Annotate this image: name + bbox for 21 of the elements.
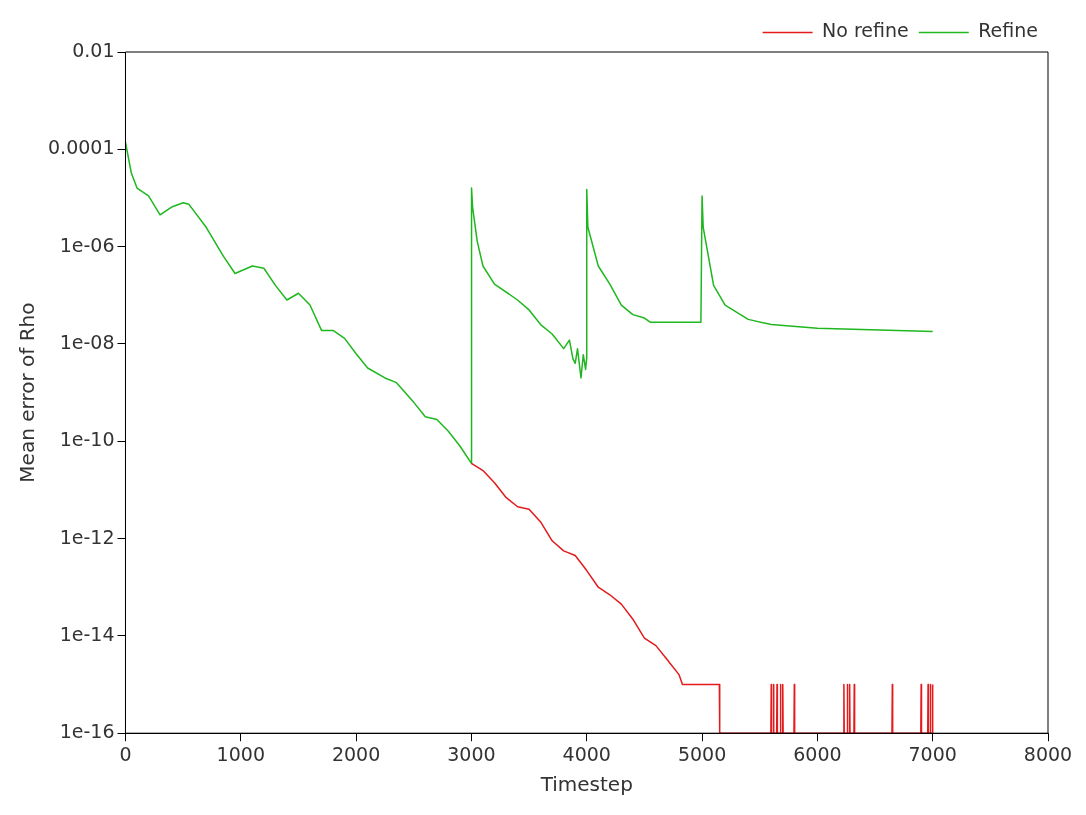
x-axis-title: Timestep [539, 772, 633, 797]
legend-label: No refine [822, 19, 909, 42]
x-tick-label: 1000 [216, 742, 265, 765]
legend-label: Refine [978, 19, 1039, 42]
x-tick-label: 5000 [677, 742, 727, 765]
y-tick-label: 1e-08 [59, 330, 115, 353]
y-tick-label: 1e-06 [59, 233, 115, 256]
y-tick-label: 1e-14 [59, 622, 115, 645]
y-tick-label: 1e-12 [59, 525, 115, 548]
y-tick-label: 1e-10 [59, 428, 115, 451]
x-tick-label: 2000 [331, 742, 381, 765]
y-tick-label: 0.01 [72, 38, 115, 61]
y-axis-title: Mean error of Rho [15, 302, 40, 483]
x-tick-label: 3000 [447, 742, 496, 765]
x-tick-label: 8000 [1023, 742, 1073, 765]
x-tick-label: 4000 [562, 742, 611, 765]
x-tick-label: 0 [119, 742, 132, 765]
x-tick-label: 7000 [908, 742, 957, 765]
x-tick-label: 6000 [793, 742, 842, 765]
y-tick-label: 0.0001 [48, 136, 115, 159]
y-tick-label: 1e-16 [59, 720, 115, 743]
